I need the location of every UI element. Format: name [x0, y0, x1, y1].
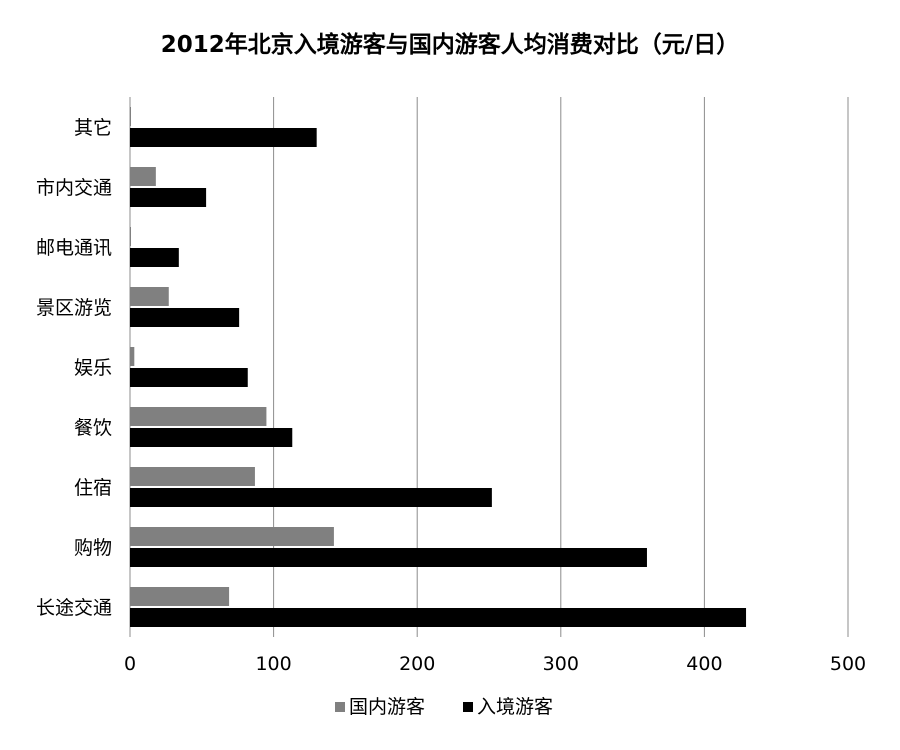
bar-inbound-2	[130, 548, 647, 567]
bar-inbound-6	[130, 308, 240, 327]
category-label: 其它	[74, 117, 112, 139]
x-tick-label: 100	[255, 653, 291, 675]
bar-inbound-7	[130, 248, 179, 267]
x-tick-label: 200	[399, 653, 435, 675]
bar-inbound-3	[130, 488, 492, 507]
category-label: 购物	[74, 537, 112, 559]
bar-domestic-4	[130, 407, 267, 426]
bar-domestic-3	[130, 467, 255, 486]
legend-swatch-inbound	[463, 702, 473, 712]
bar-domestic-8	[130, 167, 156, 186]
bar-domestic-2	[130, 527, 334, 546]
bar-inbound-1	[130, 608, 747, 627]
category-label: 市内交通	[36, 177, 112, 199]
category-label: 餐饮	[74, 417, 112, 439]
x-tick-label: 400	[686, 653, 722, 675]
legend-swatch-domestic	[335, 702, 345, 712]
bar-domestic-9	[130, 107, 131, 126]
bar-inbound-4	[130, 428, 293, 447]
bar-inbound-9	[130, 128, 317, 147]
bar-domestic-6	[130, 287, 169, 306]
category-label: 邮电通讯	[36, 237, 112, 259]
legend-label-inbound: 入境游客	[477, 696, 553, 718]
bar-domestic-1	[130, 587, 230, 606]
bar-domestic-7	[130, 227, 131, 246]
x-tick-label: 0	[124, 653, 136, 675]
x-tick-label: 500	[830, 653, 866, 675]
category-label: 娱乐	[74, 357, 112, 379]
category-label: 景区游览	[36, 297, 112, 319]
category-label: 长途交通	[36, 597, 112, 619]
x-tick-label: 300	[543, 653, 579, 675]
bar-inbound-8	[130, 188, 207, 207]
chart-title: 2012年北京入境游客与国内游客人均消费对比（元/日）	[160, 32, 740, 58]
bar-inbound-5	[130, 368, 248, 387]
bar-domestic-5	[130, 347, 135, 366]
legend-label-domestic: 国内游客	[349, 696, 425, 718]
category-label: 住宿	[74, 477, 112, 499]
